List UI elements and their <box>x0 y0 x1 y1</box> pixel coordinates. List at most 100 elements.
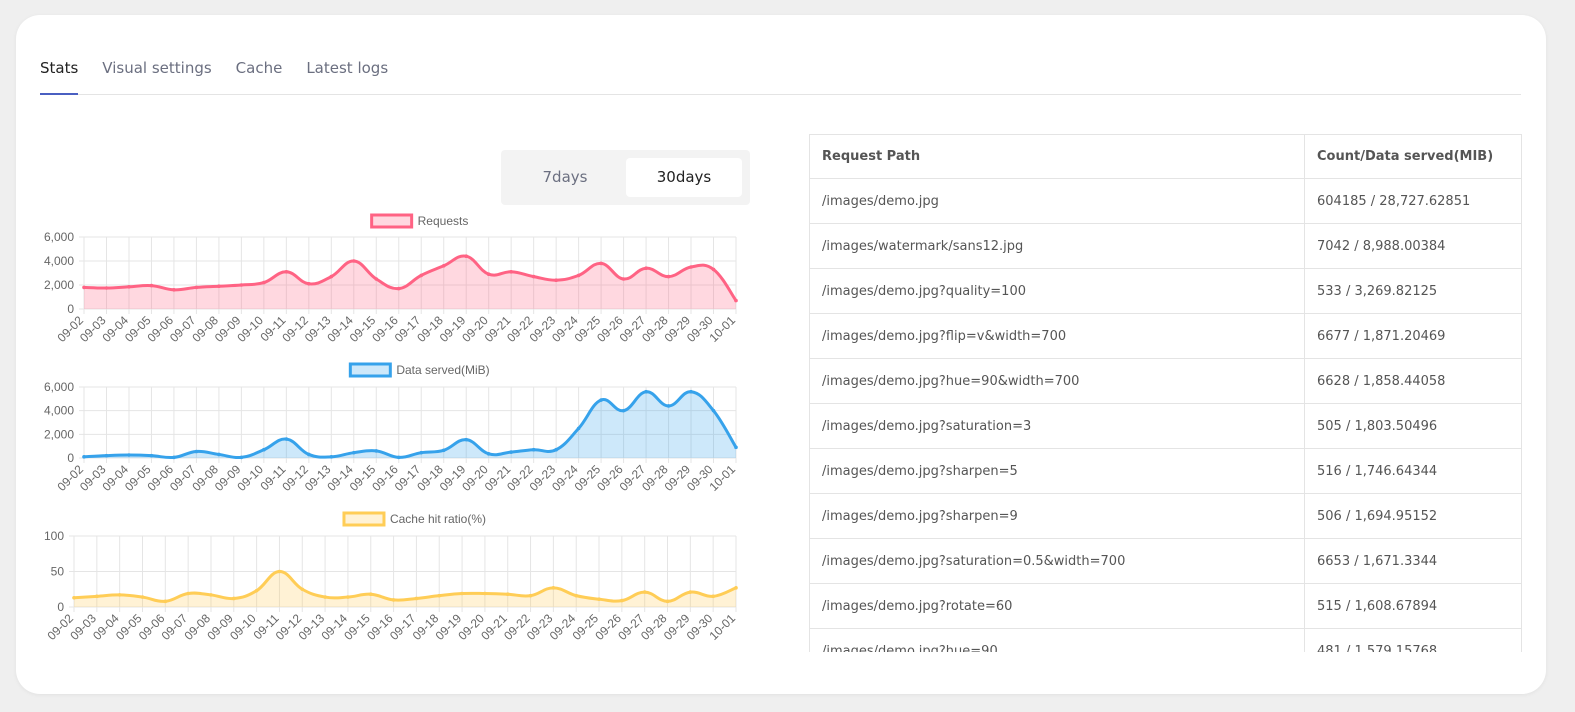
point <box>127 285 131 289</box>
table-cell: /images/watermark/sans12.jpg <box>810 223 1305 269</box>
table-row: /images/demo.jpg?hue=90&width=700 6628 / … <box>810 358 1521 404</box>
point <box>307 282 311 286</box>
table-cell: 506 / 1,694.95152 <box>1304 493 1521 539</box>
table-cell: 7042 / 8,988.00384 <box>1304 223 1521 269</box>
point <box>486 272 491 277</box>
range-button[interactable]: 7days <box>542 168 588 186</box>
table-cell: 515 / 1,608.67894 <box>1304 583 1521 629</box>
point <box>528 593 533 598</box>
point <box>599 398 603 402</box>
table-cell: /images/demo.jpg <box>810 178 1305 224</box>
y-tick-label: 6,000 <box>44 380 74 394</box>
point <box>419 450 424 455</box>
range-button[interactable]: 30days <box>626 158 742 197</box>
point <box>576 273 581 278</box>
x-tick-label: 10-01 <box>707 611 739 643</box>
x-tick-label: 10-01 <box>707 313 739 345</box>
point <box>599 261 603 266</box>
point <box>576 426 581 431</box>
point <box>531 274 536 279</box>
point <box>574 593 579 598</box>
tab[interactable]: Visual settings <box>102 59 212 77</box>
table-row: /images/watermark/sans12.jpg 7042 / 8,988… <box>810 223 1521 269</box>
legend: Data served(MiB) <box>348 362 490 378</box>
y-tick-label: 0 <box>67 302 74 316</box>
table-cell: 505 / 1,803.50496 <box>1304 403 1521 449</box>
point <box>104 453 109 458</box>
table-cell: /images/demo.jpg?saturation=0.5&width=70… <box>810 538 1305 584</box>
point <box>666 274 671 279</box>
area <box>84 255 736 309</box>
point <box>554 278 558 283</box>
point <box>217 284 221 289</box>
point <box>284 437 289 441</box>
table-cell: 533 / 3,269.82125 <box>1304 268 1521 314</box>
table-row: /images/demo.jpg?flip=v&width=700 6677 / … <box>810 313 1521 359</box>
point <box>689 389 693 394</box>
table-container: Request Path Count/Data served(MIB) /ima… <box>809 134 1522 652</box>
point <box>95 594 99 599</box>
point <box>163 599 168 604</box>
point <box>554 447 558 452</box>
y-tick-label: 0 <box>57 600 64 614</box>
tab[interactable]: Latest logs <box>306 59 389 77</box>
point <box>441 448 446 453</box>
point <box>597 597 601 601</box>
point <box>483 591 487 596</box>
point <box>149 453 154 458</box>
point <box>437 593 442 598</box>
point <box>666 404 671 408</box>
point <box>711 594 715 599</box>
point <box>262 447 266 452</box>
point <box>734 586 738 590</box>
point <box>509 450 513 454</box>
legend-label: Cache hit ratio(%) <box>390 512 486 526</box>
header-row: Request Path Count/Data served(MIB) <box>810 135 1521 179</box>
point <box>505 592 510 597</box>
point <box>72 595 76 600</box>
y-tick-label: 100 <box>44 529 64 543</box>
point <box>140 595 145 599</box>
point <box>711 408 716 413</box>
point <box>644 266 648 270</box>
point <box>323 595 327 599</box>
point <box>414 596 419 601</box>
point <box>239 283 244 287</box>
point <box>329 274 334 279</box>
table-cell: /images/demo.jpg?saturation=3 <box>810 403 1305 449</box>
x-tick-label: 10-01 <box>707 462 739 494</box>
table-row: /images/demo.jpg?hue=90 481 / 1,579.15768 <box>810 628 1521 652</box>
point <box>307 452 311 457</box>
y-tick-label: 6,000 <box>44 230 74 244</box>
table-cell: /images/demo.jpg?hue=90&width=700 <box>810 358 1305 404</box>
point <box>509 270 513 274</box>
legend: Cache hit ratio(%) <box>342 511 486 527</box>
point <box>621 408 626 413</box>
point <box>172 455 176 460</box>
charts: 02,0004,0006,00009-0209-0309-0409-0509-0… <box>44 213 739 643</box>
point <box>464 254 469 258</box>
line <box>73 569 737 603</box>
table-cell: 481 / 1,579.15768 <box>1304 628 1521 652</box>
card: Stats Visual settings Cache Latest logs … <box>16 15 1546 694</box>
table: Request Path Count/Data served(MIB) /ima… <box>810 135 1521 652</box>
area <box>84 391 736 458</box>
point <box>346 595 350 599</box>
tab[interactable]: Stats <box>40 57 79 95</box>
table-cell: 6677 / 1,871.20469 <box>1304 313 1521 359</box>
y-tick-label: 0 <box>67 451 74 465</box>
x-tick-label: 09-10 <box>234 462 266 494</box>
table-row: /images/demo.jpg?saturation=3 505 / 1,803… <box>810 403 1521 449</box>
tab[interactable]: Cache <box>235 59 283 77</box>
point <box>620 598 624 603</box>
table-row: /images/demo.jpg?saturation=0.5&width=70… <box>810 538 1521 584</box>
table-cell: 6653 / 1,671.3344 <box>1304 538 1521 584</box>
x-tick-label: 09-10 <box>227 611 259 643</box>
point <box>531 447 536 452</box>
point <box>351 450 356 455</box>
table-cell: /images/demo.jpg?flip=v&width=700 <box>810 313 1305 359</box>
point <box>104 286 109 290</box>
point <box>186 591 190 596</box>
header-cell: Request Path <box>810 135 1305 179</box>
